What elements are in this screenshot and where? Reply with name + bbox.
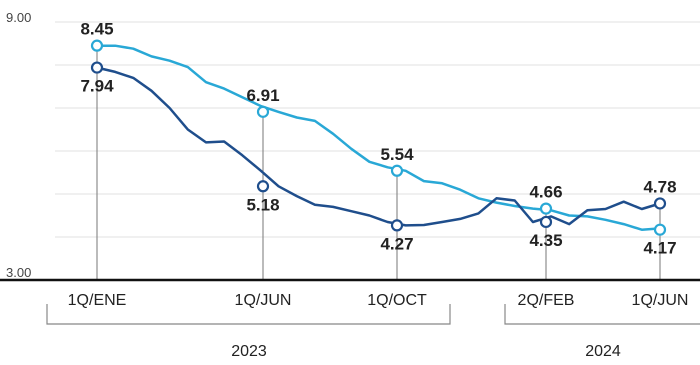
series-1-marker bbox=[653, 223, 667, 236]
y-tick-label-min: 3.00 bbox=[6, 265, 31, 280]
x-tick-label-1q-jun-2024: 1Q/JUN bbox=[632, 292, 689, 309]
year-bracket-2024 bbox=[504, 304, 700, 325]
series-line-1 bbox=[97, 44, 661, 231]
data-label: 4.35 bbox=[529, 231, 562, 250]
series-1-marker bbox=[90, 39, 104, 52]
x-tick-label-1q-jun-2023: 1Q/JUN bbox=[235, 292, 292, 309]
series-2-marker bbox=[539, 215, 553, 229]
data-label: 5.54 bbox=[380, 145, 414, 164]
x-tick-label-1q-ene: 1Q/ENE bbox=[68, 292, 127, 309]
data-label: 6.91 bbox=[246, 86, 279, 105]
series-line-2 bbox=[96, 66, 661, 227]
data-label: 7.94 bbox=[80, 77, 114, 96]
data-label: 4.17 bbox=[643, 239, 676, 258]
series-2-marker bbox=[90, 61, 104, 74]
data-label: 5.18 bbox=[246, 195, 279, 214]
series-2-marker bbox=[653, 197, 667, 210]
year-bracket-2023 bbox=[46, 304, 451, 325]
series-2-marker bbox=[256, 180, 270, 193]
drop-lines bbox=[96, 45, 661, 280]
series-1-marker bbox=[390, 164, 404, 177]
data-label: 4.27 bbox=[380, 234, 413, 253]
data-label: 4.78 bbox=[643, 177, 676, 196]
x-tick-label-2q-feb: 2Q/FEB bbox=[518, 292, 575, 309]
series-2-marker bbox=[390, 219, 404, 232]
gridlines bbox=[55, 21, 700, 238]
series-markers bbox=[90, 39, 667, 236]
data-label: 8.45 bbox=[80, 20, 113, 39]
series-1-marker bbox=[256, 105, 270, 118]
x-tick-label-1q-oct: 1Q/OCT bbox=[367, 292, 427, 309]
year-label-2024: 2024 bbox=[585, 343, 621, 360]
data-label: 4.66 bbox=[529, 183, 562, 202]
year-label-2023: 2023 bbox=[231, 343, 267, 360]
y-tick-label-max: 9.00 bbox=[6, 10, 31, 25]
data-labels: 8.45 6.91 5.54 4.66 4.17 7.94 5.18 4.27 4.35 4.78 bbox=[80, 20, 676, 258]
series-1-marker bbox=[539, 202, 553, 215]
series-lines bbox=[96, 44, 661, 231]
